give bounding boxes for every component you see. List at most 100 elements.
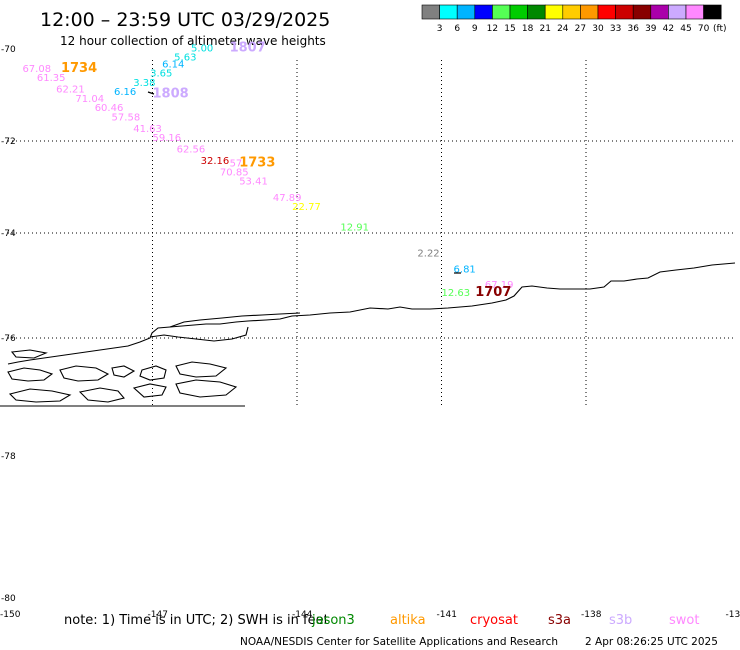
wave-height-value: 67.08 bbox=[22, 64, 51, 75]
lon-label: -135 bbox=[726, 610, 740, 620]
antarctic-coastline bbox=[7, 262, 736, 403]
legend-swatch bbox=[685, 4, 704, 20]
island-6 bbox=[8, 388, 72, 403]
legend-swatch bbox=[650, 4, 669, 20]
legend-label: 15 bbox=[504, 24, 515, 34]
legend-swatch bbox=[421, 4, 440, 20]
wave-height-value: 6.81 bbox=[454, 264, 476, 275]
wave-height-value: 57.58 bbox=[112, 112, 141, 123]
legend-label: 21 bbox=[539, 24, 550, 34]
wave-height-value: 57 bbox=[230, 158, 243, 169]
satellite-altika: altika bbox=[390, 613, 426, 628]
satellite-legend: jason3 altika cryosat s3a s3b swot bbox=[311, 613, 699, 628]
legend-label: 70 bbox=[698, 24, 710, 34]
pass-time-label: 1807 bbox=[230, 40, 266, 55]
footer-note: note: 1) Time is in UTC; 2) SWH is in fe… bbox=[64, 613, 329, 628]
wave-height-value: 41.63 bbox=[133, 124, 162, 135]
longitude-labels: -150 -147 -144 -141 -138 -135 bbox=[0, 610, 740, 620]
legend-swatch bbox=[492, 4, 511, 20]
legend-label: 42 bbox=[663, 24, 674, 34]
island-2 bbox=[59, 365, 110, 382]
pass-time-label: 1733 bbox=[239, 155, 275, 170]
wave-height-value: 47.89 bbox=[273, 193, 302, 204]
satellite-cryosat: cryosat bbox=[470, 613, 518, 628]
wave-height-value: 5.00 bbox=[191, 43, 213, 54]
wave-height-value: 60.46 bbox=[95, 103, 124, 114]
wave-height-value: 67.19 bbox=[485, 280, 514, 291]
wave-height-value: 32.16 bbox=[201, 156, 230, 167]
legend-swatch bbox=[580, 4, 599, 20]
legend-unit: (ft) bbox=[713, 24, 727, 34]
pass-time-label: 1734 bbox=[61, 61, 97, 76]
legend-label: 27 bbox=[575, 24, 586, 34]
legend-label: 33 bbox=[610, 24, 621, 34]
legend-swatch bbox=[474, 4, 493, 20]
island-1 bbox=[7, 367, 54, 382]
legend-swatch bbox=[439, 4, 458, 20]
wave-height-value: 59.16 bbox=[153, 133, 182, 144]
island-5 bbox=[175, 361, 228, 378]
lat-label: -70 bbox=[1, 45, 16, 55]
island-10 bbox=[10, 349, 48, 359]
wave-height-value: 2.22 bbox=[417, 249, 439, 260]
track-tick-2 bbox=[147, 91, 155, 95]
wave-height-value: 70.85 bbox=[220, 168, 249, 179]
coastline-shelf-2 bbox=[169, 312, 301, 328]
lat-label: -76 bbox=[1, 334, 16, 344]
coastline-main bbox=[7, 262, 736, 365]
pass-time-label: 1808 bbox=[153, 86, 189, 101]
lat-label: -72 bbox=[1, 137, 16, 147]
legend-label: 24 bbox=[557, 24, 569, 34]
legend-label: 39 bbox=[645, 24, 657, 34]
legend-swatch bbox=[615, 4, 634, 20]
wave-height-value: 3.65 bbox=[150, 69, 172, 80]
lon-label: -138 bbox=[581, 610, 602, 620]
legend-label: 18 bbox=[522, 24, 534, 34]
lat-label: -78 bbox=[1, 452, 16, 462]
satellite-swot: swot bbox=[669, 613, 699, 628]
lon-label: -144 bbox=[292, 610, 313, 620]
legend-swatch bbox=[562, 4, 581, 20]
wave-height-value: 6.14 bbox=[162, 59, 184, 70]
altimeter-observations: 5.005.636.143.653.386.16 1808 1807 67.08 173… bbox=[22, 40, 513, 300]
legend-label: 3 bbox=[437, 24, 443, 34]
legend-label: 30 bbox=[592, 24, 604, 34]
lon-label: -150 bbox=[0, 610, 21, 620]
latitude-labels: -70 -72 -74 -76 -78 -80 bbox=[1, 45, 16, 604]
color-legend: 3 6 9 12 15 18 21 24 27 30 33 36 39 42 45 70 bbox=[421, 4, 722, 34]
satellite-jason3: jason3 bbox=[311, 613, 355, 628]
lon-label: -147 bbox=[148, 610, 168, 620]
footer-credit: NOAA/NESDIS Center for Satellite Applica… bbox=[240, 636, 558, 648]
pass-time-label: 1707 bbox=[475, 285, 511, 300]
island-8 bbox=[132, 383, 167, 398]
wave-height-value: 3.38 bbox=[133, 78, 155, 89]
legend-swatch bbox=[527, 4, 546, 20]
legend-label: 12 bbox=[487, 24, 498, 34]
wave-height-value: 61.35 bbox=[37, 73, 66, 84]
island-4 bbox=[139, 365, 167, 381]
legend-label: 6 bbox=[454, 24, 460, 34]
legend-swatch bbox=[544, 4, 564, 20]
map-title: 12:00 – 23:59 UTC 03/29/2025 bbox=[40, 9, 330, 31]
island-7 bbox=[78, 387, 125, 403]
legend-swatch bbox=[597, 4, 616, 20]
lon-label: -141 bbox=[437, 610, 457, 620]
map-subtitle: 12 hour collection of altimeter wave hei… bbox=[60, 34, 326, 48]
wave-height-value: 12.91 bbox=[340, 223, 369, 234]
legend-swatch bbox=[456, 4, 476, 20]
wave-height-value: 53.41 bbox=[239, 177, 268, 188]
legend-swatch bbox=[668, 4, 687, 20]
legend-label: 45 bbox=[680, 24, 691, 34]
coastline-shelf bbox=[149, 326, 249, 342]
island-3 bbox=[111, 365, 136, 378]
island-9 bbox=[175, 379, 238, 398]
wave-height-value: 6.16 bbox=[114, 87, 136, 98]
satellite-s3a: s3a bbox=[548, 613, 571, 628]
satellite-s3b: s3b bbox=[609, 613, 632, 628]
legend-swatch bbox=[632, 4, 652, 20]
wave-height-value: 62.21 bbox=[56, 85, 85, 96]
wave-height-value: 22.77 bbox=[292, 202, 321, 213]
wave-height-value: 5.63 bbox=[174, 53, 196, 64]
legend-label: 36 bbox=[627, 24, 639, 34]
